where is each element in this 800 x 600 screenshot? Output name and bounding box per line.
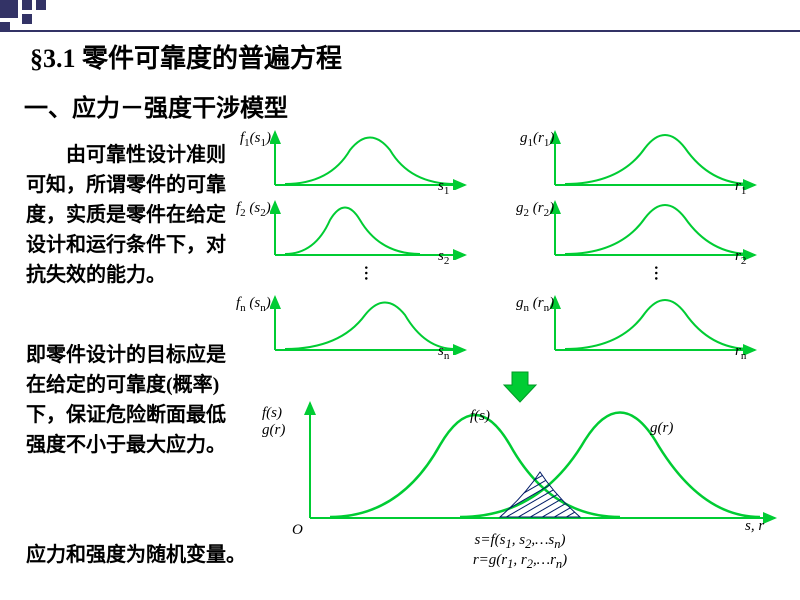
label-r2: r2 [735,248,746,267]
section-title: §3.1 零件可靠度的普遍方程 [30,38,342,75]
label-s2: s2 [438,248,449,267]
paragraph-1: 由可靠性设计准则可知，所谓零件的可靠度，实质是零件在给定设计和运行条件下，对抗失… [26,140,236,290]
label-origin: O [292,522,303,539]
label-g1r1: g1(r1) [520,130,554,149]
label-sr: s, r [745,518,764,535]
label-f1s1: f1(s1) [240,130,271,149]
chart-f2 [270,200,500,260]
label-f2s2: f2 (s2) [236,200,271,219]
small-charts-g-column: g1(r1) r1 g2 (r2) r2 … gn (rn) rn [520,130,780,360]
label-gnrn: gn (rn) [516,295,554,314]
label-sn: sn [438,343,449,362]
label-fnsn: fn (sn) [236,295,271,314]
ellipsis-f: … [360,265,378,279]
ellipsis-g: … [650,265,668,279]
subsection-title: 一、应力－强度干涉模型 [24,88,288,123]
small-charts-f-column: f1(s1) s1 f2 (s2) s2 … fn (sn) sn [240,130,490,360]
interference-chart: f(s)g(r) f(s) g(r) O s, r [280,400,780,550]
label-fs-gr-y: f(s)g(r) [262,405,285,438]
equation-r: r=g(r1, r2,…rn) [440,552,600,572]
label-gr: g(r) [650,420,673,437]
paragraph-3: 应力和强度为随机变量。 [26,540,286,570]
chart-f1 [270,130,500,190]
chart-fn [270,295,500,355]
label-rn: rn [735,343,746,362]
paragraph-2: 即零件设计的目标应是在给定的可靠度(概率)下，保证危险断面最低强度不小于最大应力… [26,340,236,460]
label-r1: r1 [735,178,746,197]
equation-s: s=f(s1, s2,…sn) [440,532,600,552]
label-g2r2: g2 (r2) [516,200,554,219]
label-s1: s1 [438,178,449,197]
top-rule [0,30,800,32]
label-fs: f(s) [470,408,490,425]
